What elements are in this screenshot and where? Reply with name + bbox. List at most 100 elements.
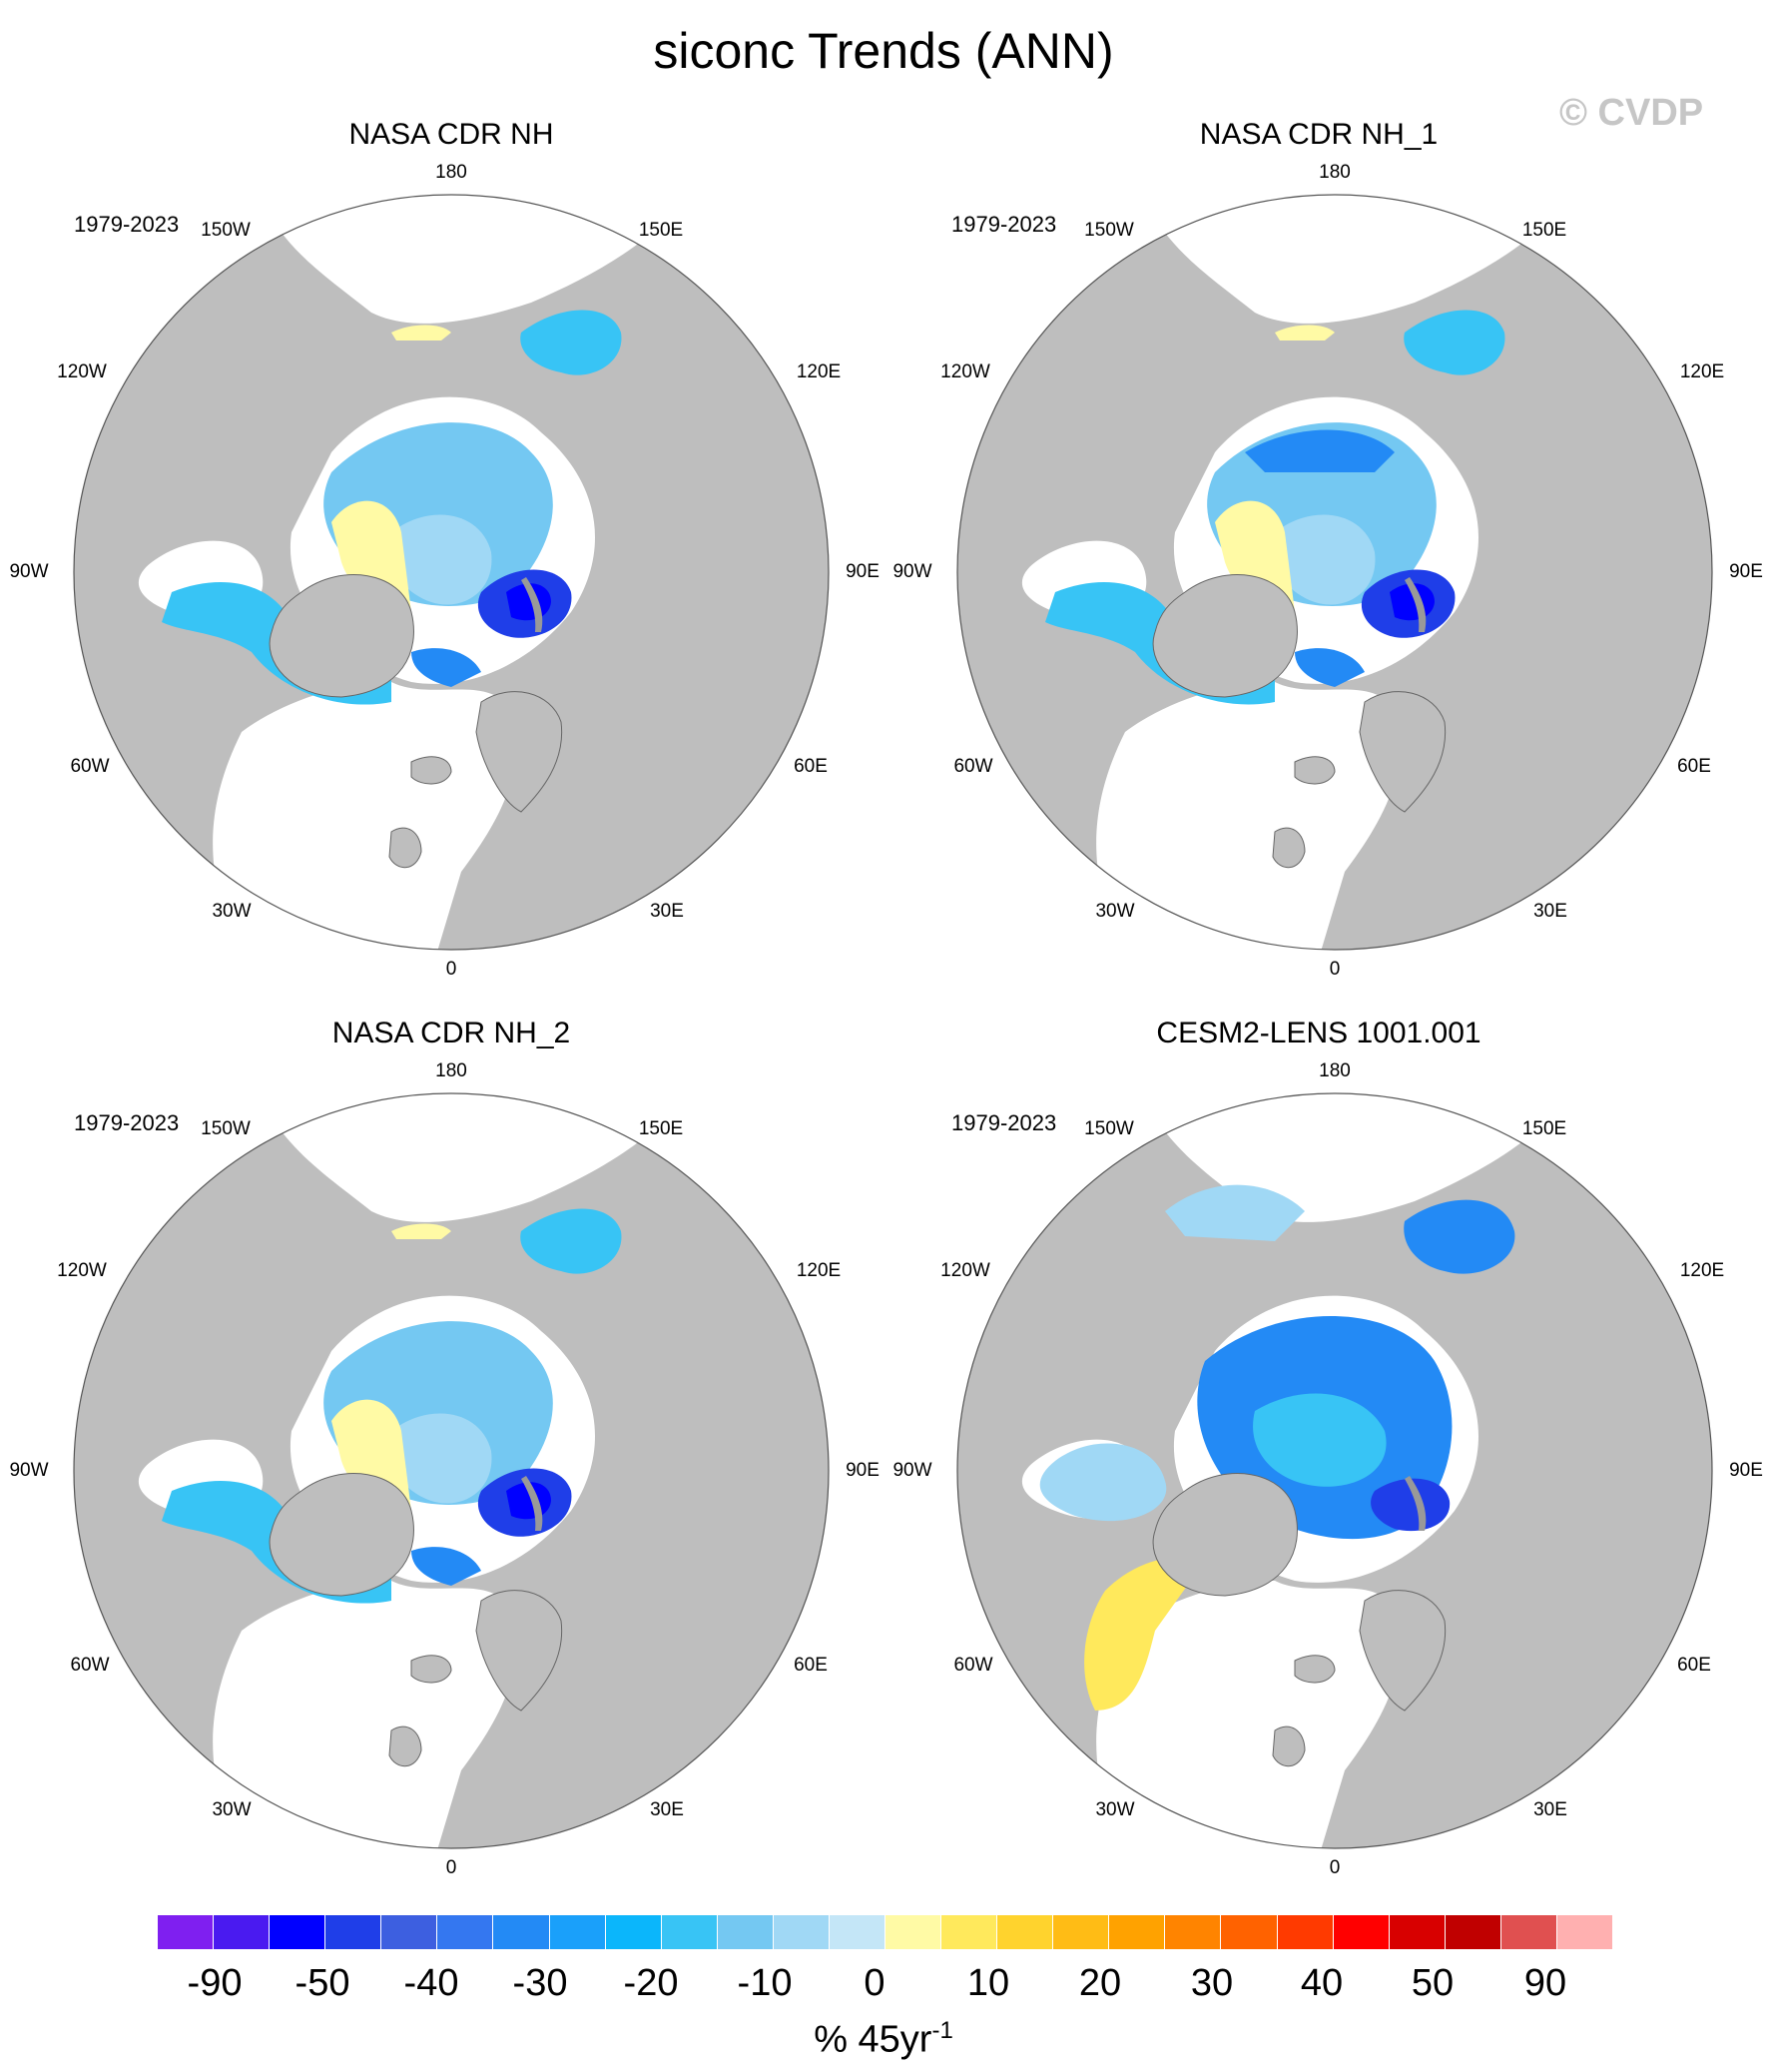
colorbar-swatch <box>214 1915 271 1949</box>
longitude-label-120w: 120W <box>57 361 107 382</box>
colorbar-tick-label: -10 <box>737 1962 793 2004</box>
longitude-label-150e: 150E <box>638 220 684 241</box>
colorbar-swatch <box>997 1915 1054 1949</box>
colorbar-swatch <box>773 1915 830 1949</box>
british-isles <box>1272 827 1306 869</box>
longitude-label-120w: 120W <box>940 361 990 382</box>
colorbar-swatch <box>829 1915 885 1949</box>
colorbar-swatch <box>1500 1915 1557 1949</box>
map-panel: NASA CDR NH_2 1979-2023 0 180 150W 150E 120W 12… <box>0 1017 884 1915</box>
longitude-label-30e: 30E <box>650 901 684 922</box>
trend-greenland-sea <box>411 648 481 687</box>
colorbar-swatch <box>1053 1915 1110 1949</box>
trend-okhotsk <box>1404 1199 1515 1274</box>
map-border <box>73 194 830 951</box>
trend-okhotsk <box>520 1208 622 1274</box>
colorbar-swatch <box>1221 1915 1278 1949</box>
colorbar-swatch <box>381 1915 438 1949</box>
british-isles <box>1272 1726 1306 1767</box>
trend-bering-positive <box>391 1223 451 1239</box>
trend-weak-zone <box>388 1413 492 1504</box>
colorbar-swatch <box>661 1915 718 1949</box>
longitude-label-60w: 60W <box>70 756 110 777</box>
figure-title: siconc Trends (ANN) <box>653 23 1114 79</box>
polar-map <box>956 1092 1713 1849</box>
longitude-label-90e: 90E <box>1729 561 1763 582</box>
trend-barents-kara <box>1371 1478 1451 1532</box>
longitude-label-0: 0 <box>1329 1857 1341 1878</box>
colorbar-swatch <box>885 1915 942 1949</box>
longitude-label-90e: 90E <box>846 1460 880 1481</box>
longitude-label-120e: 120E <box>1679 361 1725 382</box>
iceland <box>1294 756 1336 785</box>
longitude-label-30w: 30W <box>212 901 252 922</box>
map-panel: CESM2-LENS 1001.001 1979-2023 0 180 150W 150E… <box>884 1017 1767 1915</box>
trend-weak-zone <box>1253 1393 1387 1487</box>
trend-okhotsk <box>1404 310 1505 375</box>
greenland <box>269 1473 414 1597</box>
north-atlantic <box>213 1581 517 1848</box>
longitude-label-120e: 120E <box>1679 1260 1725 1281</box>
longitude-label-150e: 150E <box>1521 220 1567 241</box>
period-label: 1979-2023 <box>74 1110 180 1135</box>
panel-title: NASA CDR NH_2 <box>331 1017 571 1049</box>
colorbar-tick-label: -40 <box>403 1962 459 2004</box>
longitude-label-90e: 90E <box>846 561 880 582</box>
novaya-zemlya <box>521 1476 543 1531</box>
longitude-label-30w: 30W <box>1095 901 1135 922</box>
longitude-label-30w: 30W <box>212 1799 252 1820</box>
colorbar-tick-label: 10 <box>966 1962 1010 2004</box>
trend-labrador-positive <box>1084 1557 1205 1711</box>
colorbar-swatch <box>493 1915 550 1949</box>
longitude-label-180: 180 <box>1319 1060 1351 1081</box>
scandinavia <box>475 691 563 813</box>
greenland <box>1152 574 1298 698</box>
panel-title: NASA CDR NH_1 <box>1199 118 1439 151</box>
period-label: 1979-2023 <box>951 212 1057 237</box>
longitude-label-150w: 150W <box>1084 1118 1134 1139</box>
longitude-label-180: 180 <box>435 1060 467 1081</box>
greenland <box>1152 1473 1298 1597</box>
longitude-label-0: 0 <box>445 1857 457 1878</box>
colorbar-tick-label: 30 <box>1190 1962 1234 2004</box>
longitude-label-120w: 120W <box>940 1260 990 1281</box>
colorbar-swatch <box>549 1915 606 1949</box>
longitude-label-150e: 150E <box>638 1118 684 1139</box>
units-exponent: -1 <box>931 2017 953 2044</box>
iceland <box>410 1655 452 1684</box>
scandinavia <box>1359 1590 1447 1712</box>
novaya-zemlya <box>1405 1476 1427 1531</box>
trend-bering-positive <box>1275 325 1335 341</box>
north-atlantic <box>1096 682 1401 950</box>
longitude-label-60e: 60E <box>1677 756 1711 777</box>
colorbar-tick-label: -50 <box>294 1962 350 2004</box>
longitude-label-60e: 60E <box>794 1655 828 1676</box>
trend-greenland-sea <box>1295 648 1365 687</box>
scandinavia <box>475 1590 563 1712</box>
colorbar-swatch <box>325 1915 382 1949</box>
longitude-label-60w: 60W <box>953 1655 993 1676</box>
colorbar-tick-label: 50 <box>1411 1962 1455 2004</box>
period-label: 1979-2023 <box>951 1110 1057 1135</box>
colorbar-swatch <box>437 1915 494 1949</box>
longitude-label-180: 180 <box>435 162 467 183</box>
longitude-label-90e: 90E <box>1729 1460 1763 1481</box>
colorbar-swatch <box>1277 1915 1334 1949</box>
colorbar-swatch <box>1556 1915 1613 1949</box>
colorbar-tick-label: 90 <box>1523 1962 1567 2004</box>
colorbar-tick-label: -20 <box>623 1962 679 2004</box>
longitude-label-60e: 60E <box>1677 1655 1711 1676</box>
colorbar-swatch <box>1333 1915 1390 1949</box>
trend-hudson <box>1039 1443 1167 1522</box>
colorbar-tick-label: -90 <box>187 1962 243 2004</box>
trend-weak-zone <box>1272 514 1376 605</box>
colorbar-swatch <box>158 1915 215 1949</box>
colorbar-units: % 45yr-1 <box>0 2017 1767 2062</box>
polar-map <box>73 194 830 951</box>
longitude-label-60e: 60E <box>794 756 828 777</box>
trend-okhotsk <box>520 310 622 375</box>
longitude-label-90w: 90W <box>892 1460 932 1481</box>
colorbar-swatch <box>605 1915 662 1949</box>
colorbar-swatch <box>1109 1915 1166 1949</box>
panel-title: NASA CDR NH <box>348 118 554 151</box>
